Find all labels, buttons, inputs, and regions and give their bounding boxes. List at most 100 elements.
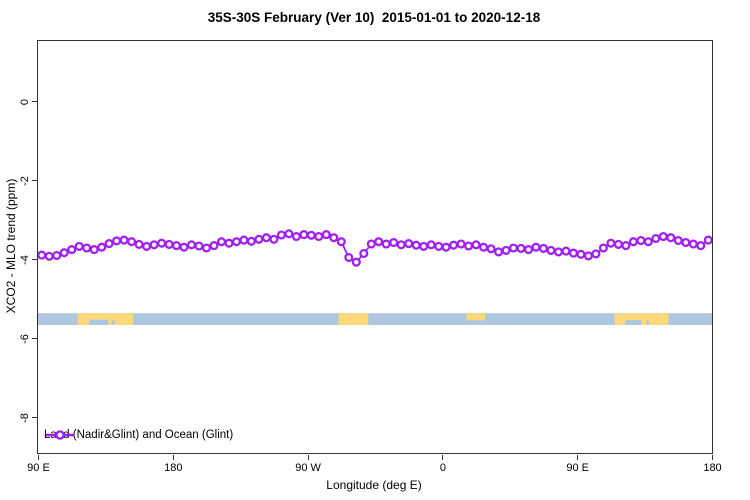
data-point [464,241,474,251]
data-point [254,234,264,244]
data-point [494,247,504,257]
data-point [112,236,122,246]
data-point [74,241,84,251]
y-tick-mark [32,417,37,419]
data-point [591,249,601,259]
data-point [291,231,301,242]
data-point [216,237,227,247]
data-point [553,247,564,257]
y-tick-mark [32,101,37,103]
data-point [486,244,496,254]
data-point [52,250,62,261]
y-tick-mark [32,338,37,340]
map-strip-ocean-bite [112,320,116,326]
data-point [576,249,586,259]
x-tick-mark [172,455,174,460]
data-point [688,239,698,249]
data-point [606,238,616,248]
data-point [561,246,571,256]
data-point [284,229,294,239]
y-tick-label: -4 [19,254,31,265]
data-point [621,241,631,251]
data-point [449,240,459,250]
data-point [374,237,384,247]
data-point [149,240,159,250]
y-tick-label: -8 [19,412,31,423]
data-point [531,242,541,252]
map-strip-land [338,313,369,326]
data-point [479,242,489,252]
data-point [299,230,309,240]
data-point [546,245,556,255]
data-point [636,235,646,246]
x-tick-mark [38,455,39,460]
x-tick-label: 90 E [566,462,590,474]
data-point [471,240,481,250]
data-point [681,237,691,248]
data-point [411,240,421,250]
data-point [59,248,69,258]
data-point [344,252,354,263]
x-tick-label: 0 [439,462,446,474]
data-point [696,241,706,251]
data-point [643,237,653,247]
data-point [142,241,152,251]
data-point [186,240,197,250]
x-tick-label: 90 W [295,462,321,474]
data-point [82,243,92,253]
data-point [246,236,256,246]
y-tick-label: -6 [19,333,31,344]
x-tick-label: 180 [703,462,722,474]
data-point [508,243,519,253]
legend-line-marker-icon [46,430,74,440]
data-point [568,248,579,258]
data-point [44,251,54,261]
data-point [419,241,429,251]
data-point [658,231,668,242]
data-point [89,245,99,255]
data-point [651,233,661,244]
data-point [134,239,144,249]
map-strip-land [614,313,669,326]
data-point [583,251,593,261]
data-point [209,241,219,251]
data-point [164,239,174,249]
x-tick-label: 180 [164,462,183,474]
data-point [434,241,444,251]
data-point [523,245,534,255]
data-point [426,240,436,250]
x-axis-title: Longitude (deg E) [326,478,422,492]
data-point [179,242,189,252]
x-tick-mark [307,455,309,460]
legend-land-ocean: Land (Nadir&Glint) and Ocean (Glint) [44,429,233,441]
map-strip-ocean-bite [646,320,650,326]
data-point [239,235,249,245]
data-point [67,245,77,255]
data-point [157,238,167,248]
map-strip-ocean-bite [625,320,642,326]
legend-label: Land (Nadir&Glint) and Ocean (Glint) [44,429,234,441]
data-point [194,241,204,251]
map-strip-land [466,313,486,321]
data-point [224,238,234,248]
data-point [396,240,406,250]
data-point [538,243,549,253]
data-point [703,235,712,245]
y-tick-mark [32,259,37,261]
data-point [321,230,331,240]
data-point [314,231,324,242]
x-tick-mark [577,455,579,460]
data-point [366,239,376,249]
data-point [201,243,212,253]
data-point [456,239,466,249]
data-point [516,243,526,253]
data-point [38,250,47,260]
data-point [389,237,399,248]
plot-canvas [38,229,712,326]
map-strip-land [77,313,134,326]
data-point [119,235,129,245]
data-point [231,237,242,247]
x-tick-mark [712,455,713,460]
data-point [673,235,683,246]
